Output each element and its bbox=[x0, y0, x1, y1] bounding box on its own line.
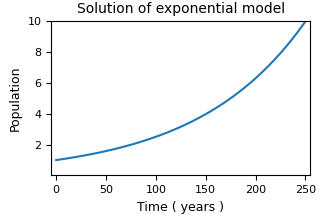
Title: Solution of exponential model: Solution of exponential model bbox=[77, 2, 285, 16]
Y-axis label: Population: Population bbox=[9, 66, 22, 131]
X-axis label: Time ( years ): Time ( years ) bbox=[137, 201, 224, 214]
